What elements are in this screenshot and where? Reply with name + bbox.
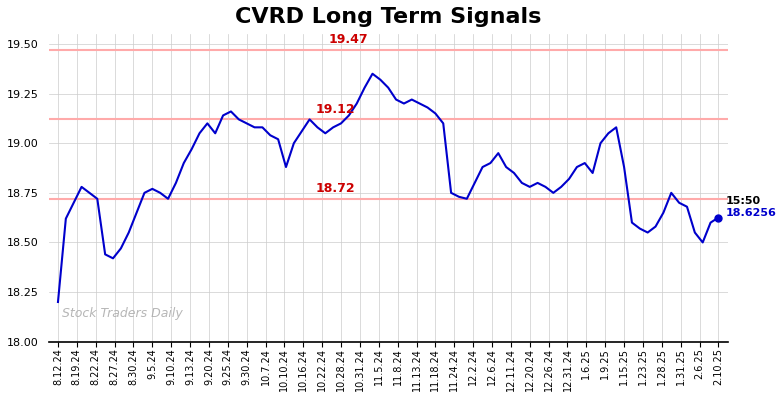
Text: 18.6256: 18.6256 — [726, 207, 777, 218]
Text: 15:50: 15:50 — [726, 196, 761, 206]
Text: 18.72: 18.72 — [315, 182, 355, 195]
Text: 19.12: 19.12 — [315, 103, 355, 116]
Text: 19.47: 19.47 — [328, 33, 368, 46]
Title: CVRD Long Term Signals: CVRD Long Term Signals — [235, 7, 542, 27]
Text: Stock Traders Daily: Stock Traders Daily — [62, 307, 183, 320]
